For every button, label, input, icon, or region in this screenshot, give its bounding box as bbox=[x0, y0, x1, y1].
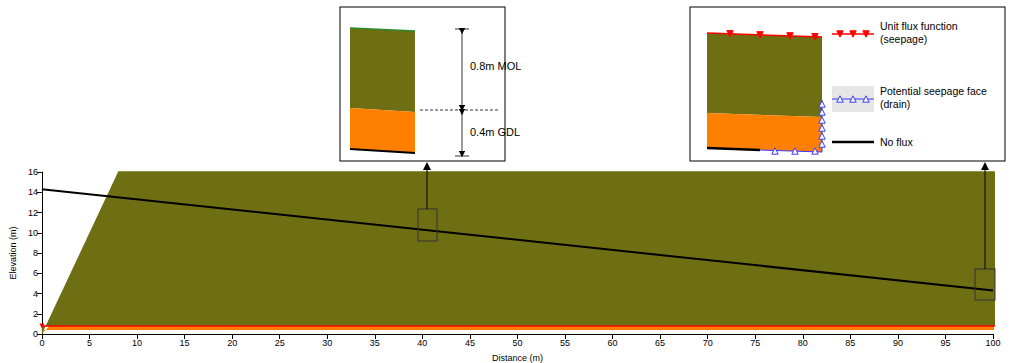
svg-text:30: 30 bbox=[322, 338, 332, 348]
svg-text:(drain): (drain) bbox=[880, 98, 910, 110]
svg-text:55: 55 bbox=[560, 338, 570, 348]
svg-text:12: 12 bbox=[28, 208, 38, 218]
svg-text:90: 90 bbox=[893, 338, 903, 348]
svg-text:Distance (m): Distance (m) bbox=[492, 353, 543, 363]
svg-text:60: 60 bbox=[608, 338, 618, 348]
svg-text:0.4m GDL: 0.4m GDL bbox=[470, 126, 520, 138]
svg-text:2: 2 bbox=[33, 309, 38, 319]
svg-text:6: 6 bbox=[33, 268, 38, 278]
svg-text:35: 35 bbox=[370, 338, 380, 348]
svg-text:100: 100 bbox=[985, 338, 1000, 348]
svg-text:50: 50 bbox=[512, 338, 522, 348]
svg-text:0: 0 bbox=[39, 338, 44, 348]
svg-text:5: 5 bbox=[87, 338, 92, 348]
svg-text:10: 10 bbox=[28, 228, 38, 238]
svg-text:No flux: No flux bbox=[880, 136, 913, 148]
svg-text:Elevation (m): Elevation (m) bbox=[8, 226, 18, 279]
svg-text:85: 85 bbox=[845, 338, 855, 348]
svg-text:(seepage): (seepage) bbox=[880, 33, 927, 45]
svg-text:15: 15 bbox=[180, 338, 190, 348]
svg-text:75: 75 bbox=[750, 338, 760, 348]
svg-text:8: 8 bbox=[33, 248, 38, 258]
svg-text:Unit flux function: Unit flux function bbox=[880, 20, 958, 32]
svg-text:Potential seepage face: Potential seepage face bbox=[880, 85, 987, 97]
svg-text:20: 20 bbox=[227, 338, 237, 348]
svg-text:10: 10 bbox=[132, 338, 142, 348]
svg-text:65: 65 bbox=[655, 338, 665, 348]
svg-text:14: 14 bbox=[28, 187, 38, 197]
svg-text:80: 80 bbox=[798, 338, 808, 348]
svg-text:16: 16 bbox=[28, 167, 38, 177]
svg-text:4: 4 bbox=[33, 289, 38, 299]
svg-text:25: 25 bbox=[275, 338, 285, 348]
svg-text:70: 70 bbox=[703, 338, 713, 348]
svg-text:0: 0 bbox=[33, 329, 38, 339]
svg-text:40: 40 bbox=[417, 338, 427, 348]
svg-text:45: 45 bbox=[465, 338, 475, 348]
svg-text:95: 95 bbox=[940, 338, 950, 348]
svg-text:0.8m MOL: 0.8m MOL bbox=[470, 60, 521, 72]
